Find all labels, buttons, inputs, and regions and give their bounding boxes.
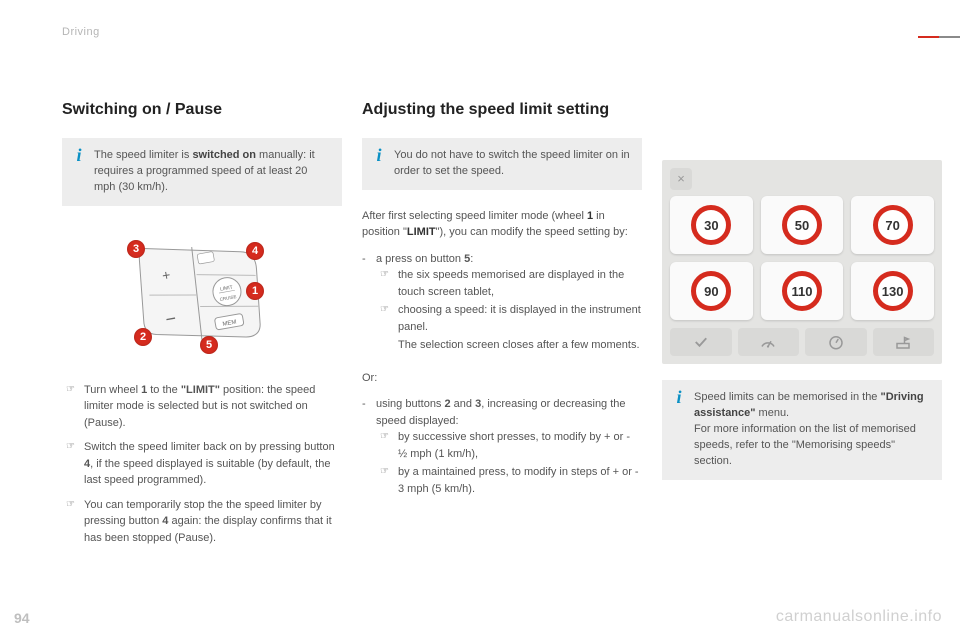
speed-sign: 130 (873, 271, 913, 311)
badge-4: 4 (246, 242, 264, 260)
speed-grid: 30 50 70 90 110 130 (670, 196, 934, 320)
col-adjusting: Adjusting the speed limit setting i You … (362, 100, 642, 590)
speed-panel: × 30 50 70 90 110 130 (662, 160, 942, 364)
speed-sign: 110 (782, 271, 822, 311)
info-icon: i (70, 146, 88, 164)
header-accent (918, 25, 960, 27)
speedometer-icon[interactable] (805, 328, 867, 356)
speed-button-90[interactable]: 90 (670, 262, 753, 320)
control-diagram: + − LIMIT CRUISE MEM 3 (112, 224, 292, 364)
content: Switching on / Pause i The speed limiter… (62, 100, 942, 590)
intro-text: After first selecting speed limiter mode… (362, 208, 642, 241)
use-sub1: by successive short presses, to modify b… (376, 429, 642, 462)
speed-button-70[interactable]: 70 (851, 196, 934, 254)
col-switching-on: Switching on / Pause i The speed limiter… (62, 100, 342, 590)
speed-button-50[interactable]: 50 (761, 196, 844, 254)
badge-3: 3 (127, 240, 145, 258)
press-sub1: the six speeds memorised are displayed i… (376, 267, 642, 300)
badge-2: 2 (134, 328, 152, 346)
speed-sign: 70 (873, 205, 913, 245)
page-number: 94 (14, 610, 30, 626)
section-label: Driving (62, 26, 100, 38)
press-list: a press on button 5: the six speeds memo… (362, 251, 642, 354)
map-flag-icon[interactable] (873, 328, 935, 356)
speed-button-110[interactable]: 110 (761, 262, 844, 320)
info-icon: i (370, 146, 388, 164)
watermark: carmanualsonline.info (776, 608, 942, 626)
info-text-pre: The speed limiter is (94, 149, 192, 161)
press-note: The selection screen closes after a few … (376, 337, 642, 354)
speed-button-130[interactable]: 130 (851, 262, 934, 320)
confirm-icon[interactable] (670, 328, 732, 356)
close-icon[interactable]: × (670, 168, 692, 190)
title-switching-on: Switching on / Pause (62, 100, 342, 120)
tool-row (670, 328, 934, 356)
use-item: using buttons 2 and 3, increasing or dec… (362, 396, 642, 497)
col1-bullet-3: You can temporarily stop the the speed l… (62, 497, 342, 547)
badge-1: 1 (246, 282, 264, 300)
info3-post: For more information on the list of memo… (694, 423, 916, 467)
speed-sign: 50 (782, 205, 822, 245)
col1-bullet-1: Turn wheel 1 to the "LIMIT" position: th… (62, 382, 342, 432)
press-item: a press on button 5: the six speeds memo… (362, 251, 642, 354)
speed-button-30[interactable]: 30 (670, 196, 753, 254)
title-adjusting: Adjusting the speed limit setting (362, 100, 642, 120)
info-box-switched-on: i The speed limiter is switched on manua… (62, 138, 342, 206)
col-speed-panel: × 30 50 70 90 110 130 (662, 100, 942, 590)
col1-bullet-2: Switch the speed limiter back on by pres… (62, 439, 342, 489)
or-text: Or: (362, 370, 642, 387)
info-box-memorise: i Speed limits can be memorised in the "… (662, 380, 942, 480)
info-adjust-text: You do not have to switch the speed limi… (394, 149, 630, 177)
info-icon: i (670, 388, 688, 406)
badge-5: 5 (200, 336, 218, 354)
use-sub2: by a maintained press, to modify in step… (376, 464, 642, 497)
speed-sign: 30 (691, 205, 731, 245)
speed-sign: 90 (691, 271, 731, 311)
gauge-icon[interactable] (738, 328, 800, 356)
info-box-adjust: i You do not have to switch the speed li… (362, 138, 642, 190)
info3-mid: menu. (755, 407, 789, 419)
col1-bullets: Turn wheel 1 to the "LIMIT" position: th… (62, 382, 342, 547)
info3-pre: Speed limits can be memorised in the (694, 391, 880, 403)
press-sub2: choosing a speed: it is displayed in the… (376, 302, 642, 335)
use-list: using buttons 2 and 3, increasing or dec… (362, 396, 642, 497)
info-text-bold: switched on (192, 149, 256, 161)
